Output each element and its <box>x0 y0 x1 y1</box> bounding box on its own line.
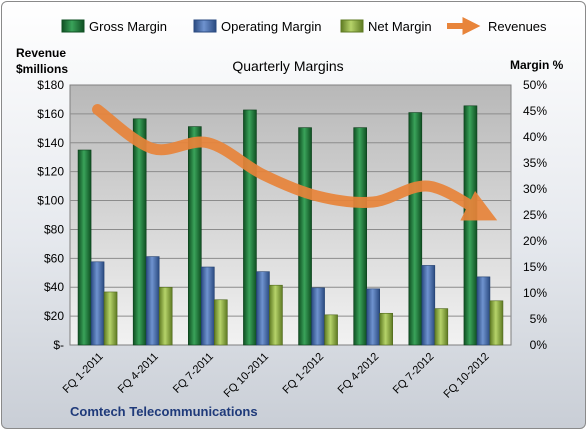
x-tick-label: FQ 10-2012 <box>442 351 492 401</box>
net-margin-bar <box>158 286 173 346</box>
right-tick-label: 40% <box>523 130 547 144</box>
company-name: Comtech Telecommunications <box>70 404 258 419</box>
gross-margin-bar <box>132 118 147 346</box>
operating-margin-bar <box>256 271 270 346</box>
right-tick-label: 5% <box>530 312 548 326</box>
left-tick-label: $40 <box>44 280 64 294</box>
legend-net-margin: Net Margin <box>368 19 432 34</box>
revenues-line <box>92 104 498 221</box>
net-margin-bar <box>269 284 283 346</box>
right-tick-label: 15% <box>523 260 547 274</box>
x-tick-label: FQ 1-2012 <box>281 351 327 397</box>
legend-swatch-gross-margin <box>61 19 85 33</box>
operating-margin-bar <box>90 261 105 346</box>
left-tick-label: $20 <box>44 309 64 323</box>
left-axis-label-line1: Revenue <box>16 46 66 60</box>
gross-margin-bar <box>188 126 202 346</box>
legend-revenues: Revenues <box>488 19 547 34</box>
gross-margin-bar <box>77 149 92 346</box>
right-tick-label: 0% <box>530 338 548 352</box>
net-margin-bar <box>434 308 449 346</box>
right-axis-label: Margin % <box>510 58 564 72</box>
net-margin-bar <box>489 300 504 346</box>
right-tick-label: 25% <box>523 208 547 222</box>
left-tick-label: $60 <box>44 251 64 265</box>
x-tick-label: FQ 4-2012 <box>336 351 382 397</box>
operating-margin-bar <box>366 288 380 346</box>
right-tick-label: 30% <box>523 182 547 196</box>
operating-margin-bar <box>145 256 160 346</box>
legend: Gross Margin Operating Margin Net Margin… <box>61 17 547 35</box>
right-tick-label: 10% <box>523 286 547 300</box>
legend-swatch-operating-margin <box>193 19 217 33</box>
gross-margin-bar <box>408 112 423 346</box>
x-tick-label: FQ 1-2011 <box>61 351 106 396</box>
left-tick-label: $- <box>53 338 64 352</box>
chart-title: Quarterly Margins <box>232 58 343 74</box>
revenue-line <box>92 104 498 221</box>
gross-margin-bar <box>353 127 367 346</box>
x-tick-label: FQ 7-2012 <box>391 351 437 397</box>
operating-margin-bar <box>311 287 325 346</box>
net-margin-bar <box>214 299 228 346</box>
net-margin-bar <box>103 291 118 346</box>
net-margin-bar <box>379 312 393 346</box>
operating-margin-bar <box>201 266 215 346</box>
right-tick-label: 45% <box>523 104 547 118</box>
legend-gross-margin: Gross Margin <box>89 19 167 34</box>
legend-swatch-net-margin <box>340 19 364 33</box>
x-tick-label: FQ 7-2011 <box>171 351 216 396</box>
left-tick-label: $180 <box>37 78 64 92</box>
left-tick-label: $80 <box>44 222 64 236</box>
gross-margin-bar <box>463 105 478 346</box>
right-tick-label: 35% <box>523 156 547 170</box>
left-tick-label: $140 <box>37 136 64 150</box>
bar-series <box>77 105 504 346</box>
net-margin-bar <box>324 314 338 346</box>
x-tick-label: FQ 10-2011 <box>222 351 271 400</box>
left-tick-label: $100 <box>37 194 64 208</box>
operating-margin-bar <box>476 276 491 346</box>
operating-margin-bar <box>421 265 436 346</box>
legend-operating-margin: Operating Margin <box>221 19 321 34</box>
x-tick-label: FQ 4-2011 <box>116 351 161 396</box>
left-tick-label: $120 <box>37 165 64 179</box>
gross-margin-bar <box>298 127 312 346</box>
right-tick-label: 20% <box>523 234 547 248</box>
gross-margin-bar <box>243 109 257 346</box>
left-axis-label-line2: $millions <box>16 62 68 76</box>
left-tick-label: $160 <box>37 107 64 121</box>
right-tick-label: 50% <box>523 78 547 92</box>
